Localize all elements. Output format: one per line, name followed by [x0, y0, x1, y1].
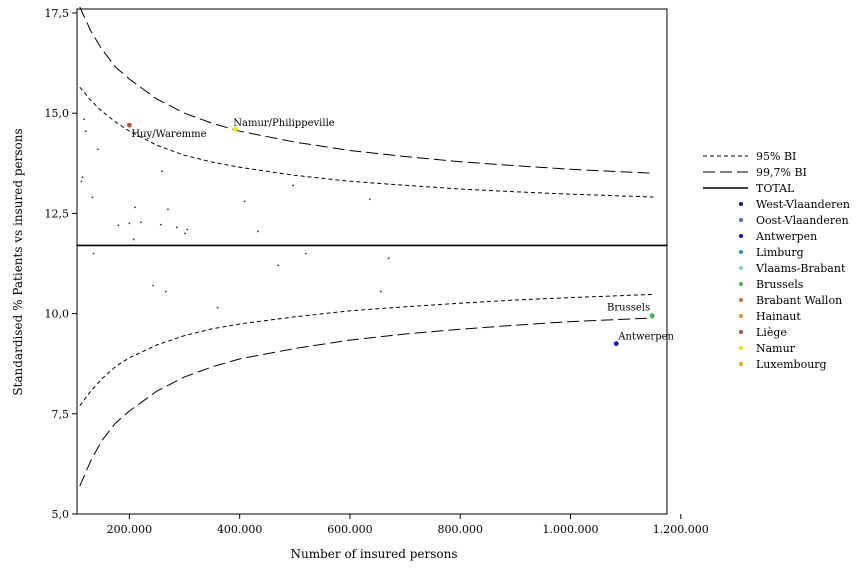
data-point: [133, 206, 136, 209]
data-point: [140, 221, 142, 224]
legend-label-antwerpen: Antwerpen: [755, 230, 817, 243]
data-point: [368, 198, 371, 201]
data-point-namur: [232, 126, 238, 132]
data-point: [184, 232, 186, 235]
ci997-lower-line: [79, 317, 654, 487]
data-point: [97, 148, 99, 151]
legend-marker-west-vlaanderen: [739, 202, 743, 206]
y-tick-label: 17,5: [45, 7, 70, 20]
legend-label-vlaams-brabant: Vlaams-Brabant: [755, 262, 846, 275]
ci95-upper-line: [79, 86, 654, 198]
legend-marker-antwerpen: [739, 234, 743, 238]
legend-label-luxembourg: Luxembourg: [756, 358, 827, 371]
data-point: [292, 184, 295, 187]
legend-label-ci95: 95% BI: [756, 150, 796, 163]
legend-marker-brussels: [739, 282, 743, 286]
legend-label-liege: Liège: [756, 326, 787, 339]
data-point: [164, 290, 167, 293]
data-point: [83, 118, 86, 121]
data-point: [243, 200, 246, 203]
data-point: [91, 196, 94, 199]
legend-label-brabant-wallon: Brabant Wallon: [756, 294, 842, 307]
legend-label-brussels: Brussels: [756, 278, 804, 291]
legend-label-ci997: 99,7% BI: [756, 166, 807, 179]
point-annotation: Namur/Philippeville: [233, 118, 335, 129]
x-tick-label: 600.000: [327, 523, 373, 536]
data-point: [84, 130, 87, 133]
data-point: [167, 208, 169, 211]
legend-marker-limburg: [739, 250, 743, 254]
y-tick-label: 5,0: [52, 508, 70, 521]
x-tick-label: 800.000: [437, 523, 483, 536]
point-annotation: Antwerpen: [617, 332, 674, 343]
x-tick-label: 200.000: [107, 523, 153, 536]
legend-label-namur: Namur: [756, 342, 796, 355]
data-point: [379, 290, 382, 293]
legend-label-west-vlaanderen: West-Vlaanderen: [756, 198, 850, 211]
data-point: [186, 228, 189, 231]
ci95-lower-line: [79, 293, 654, 407]
plot-area: [76, 8, 668, 515]
x-tick-label: 1.000.000: [543, 523, 599, 536]
data-point-brussels: [649, 313, 655, 319]
data-point: [159, 223, 162, 226]
legend-label-hainaut: Hainaut: [756, 310, 801, 323]
legend-marker-liege: [739, 330, 743, 334]
data-point: [92, 252, 95, 255]
x-axis: 200.000 400.000 600.000 800.000 1.000.000 1.2…: [107, 514, 709, 536]
ci997-upper-line: [79, 6, 654, 174]
data-point: [387, 257, 390, 260]
data-point: [81, 176, 84, 179]
legend-label-total: TOTAL: [756, 182, 795, 195]
y-tick-label: 12,5: [45, 207, 70, 220]
data-point: [152, 284, 154, 287]
data-points: Huy/Waremme Namur/Philippeville Brussels An…: [80, 118, 675, 347]
data-point: [216, 306, 219, 309]
legend-marker-luxembourg: [739, 362, 743, 366]
data-point: [256, 230, 259, 233]
legend-marker-namur: [739, 346, 743, 350]
legend-label-limburg: Limburg: [756, 246, 804, 259]
point-annotation: Brussels: [607, 303, 650, 314]
data-point: [277, 264, 280, 267]
y-axis-title: Standardised % Patients vs insured perso…: [11, 128, 25, 395]
x-tick-label: 1.200.000: [653, 523, 709, 536]
data-point: [175, 226, 178, 229]
data-point: [117, 224, 120, 227]
point-annotation: Huy/Waremme: [131, 129, 206, 140]
data-point: [132, 238, 135, 241]
data-point: [80, 180, 83, 183]
data-point: [128, 222, 131, 225]
confidence-intervals: [79, 6, 654, 487]
legend-marker-vlaams-brabant: [739, 266, 743, 270]
data-point: [304, 252, 307, 255]
y-tick-label: 7,5: [52, 408, 70, 421]
y-tick-label: 15,0: [45, 107, 70, 120]
data-point-antwerpen: [613, 341, 619, 347]
x-axis-title: Number of insured persons: [291, 547, 458, 561]
y-axis: 5,0 7,5 10,0 12,5 15,0 17,5: [45, 7, 77, 521]
legend-label-oost-vlaanderen: Oost-Vlaanderen: [756, 214, 849, 227]
legend-marker-oost-vlaanderen: [739, 218, 743, 222]
data-point-liege: [126, 122, 132, 128]
legend-marker-brabant-wallon: [739, 298, 743, 302]
x-tick-label: 400.000: [217, 523, 263, 536]
y-tick-label: 10,0: [45, 308, 70, 321]
data-point: [161, 170, 163, 173]
legend: 95% BI 99,7% BI TOTAL West-Vlaanderen Oost-V…: [703, 150, 850, 371]
legend-marker-hainaut: [739, 314, 743, 318]
